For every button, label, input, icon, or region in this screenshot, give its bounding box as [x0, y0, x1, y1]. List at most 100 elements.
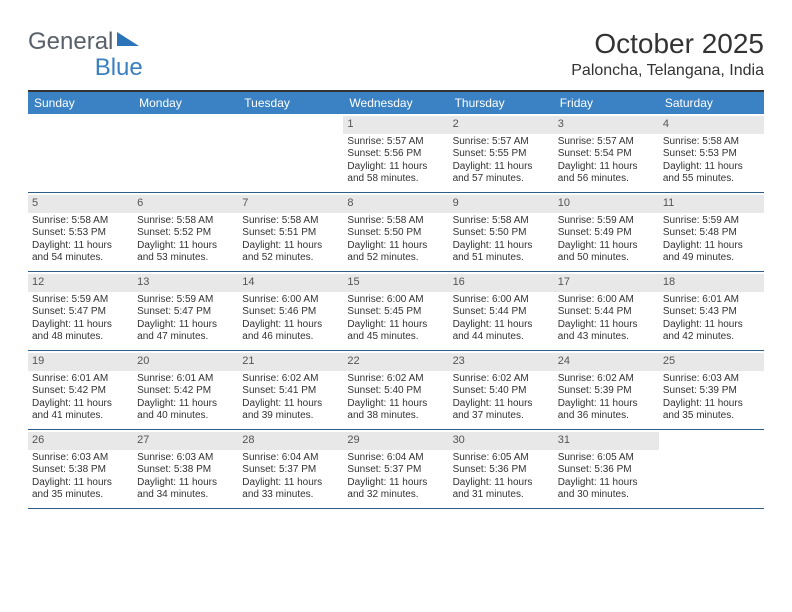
day-number: 8 [343, 195, 448, 213]
logo-text-2: Blue [95, 54, 143, 81]
sunset-text: Sunset: 5:55 PM [453, 148, 550, 161]
day-number: 9 [449, 195, 554, 213]
daylight-text: Daylight: 11 hours [137, 319, 234, 332]
day-cell: 27Sunrise: 6:03 AMSunset: 5:38 PMDayligh… [133, 430, 238, 508]
sunset-text: Sunset: 5:40 PM [347, 385, 444, 398]
day-cell: 7Sunrise: 5:58 AMSunset: 5:51 PMDaylight… [238, 193, 343, 271]
sunrise-text: Sunrise: 6:03 AM [137, 452, 234, 465]
day-number: 11 [659, 195, 764, 213]
daylight-text: and 58 minutes. [347, 173, 444, 186]
daylight-text: Daylight: 11 hours [663, 240, 760, 253]
daylight-text: Daylight: 11 hours [347, 398, 444, 411]
daylight-text: and 56 minutes. [558, 173, 655, 186]
day-cell: 20Sunrise: 6:01 AMSunset: 5:42 PMDayligh… [133, 351, 238, 429]
daylight-text: and 51 minutes. [453, 252, 550, 265]
sunrise-text: Sunrise: 5:58 AM [663, 136, 760, 149]
logo-triangle-icon [117, 32, 139, 46]
daylight-text: Daylight: 11 hours [242, 240, 339, 253]
daylight-text: Daylight: 11 hours [137, 398, 234, 411]
sunrise-text: Sunrise: 5:58 AM [32, 215, 129, 228]
sunrise-text: Sunrise: 5:58 AM [347, 215, 444, 228]
daylight-text: and 57 minutes. [453, 173, 550, 186]
sunset-text: Sunset: 5:38 PM [137, 464, 234, 477]
day-number: 6 [133, 195, 238, 213]
day-number: 14 [238, 274, 343, 292]
sunrise-text: Sunrise: 5:59 AM [137, 294, 234, 307]
sunset-text: Sunset: 5:41 PM [242, 385, 339, 398]
sunset-text: Sunset: 5:37 PM [347, 464, 444, 477]
daylight-text: Daylight: 11 hours [137, 240, 234, 253]
day-cell: 24Sunrise: 6:02 AMSunset: 5:39 PMDayligh… [554, 351, 659, 429]
day-cell: 25Sunrise: 6:03 AMSunset: 5:39 PMDayligh… [659, 351, 764, 429]
day-cell: 18Sunrise: 6:01 AMSunset: 5:43 PMDayligh… [659, 272, 764, 350]
sunset-text: Sunset: 5:39 PM [558, 385, 655, 398]
daylight-text: Daylight: 11 hours [242, 398, 339, 411]
sunset-text: Sunset: 5:39 PM [663, 385, 760, 398]
day-cell: 10Sunrise: 5:59 AMSunset: 5:49 PMDayligh… [554, 193, 659, 271]
day-number: 23 [449, 353, 554, 371]
day-number: 3 [554, 116, 659, 134]
day-cell: . [28, 114, 133, 192]
daylight-text: and 53 minutes. [137, 252, 234, 265]
week-row: ...1Sunrise: 5:57 AMSunset: 5:56 PMDayli… [28, 114, 764, 193]
day-cell: 29Sunrise: 6:04 AMSunset: 5:37 PMDayligh… [343, 430, 448, 508]
sunrise-text: Sunrise: 6:02 AM [242, 373, 339, 386]
day-cell: 4Sunrise: 5:58 AMSunset: 5:53 PMDaylight… [659, 114, 764, 192]
sunrise-text: Sunrise: 5:57 AM [558, 136, 655, 149]
day-cell: 21Sunrise: 6:02 AMSunset: 5:41 PMDayligh… [238, 351, 343, 429]
day-cell: 14 Sunrise: 6:00 AMSunset: 5:46 PMDayligh… [238, 272, 343, 350]
sunset-text: Sunset: 5:52 PM [137, 227, 234, 240]
sunset-text: Sunset: 5:46 PM [242, 306, 339, 319]
sunset-text: Sunset: 5:51 PM [242, 227, 339, 240]
sunset-text: Sunset: 5:42 PM [137, 385, 234, 398]
calendar: Sunday Monday Tuesday Wednesday Thursday… [28, 90, 764, 509]
daylight-text: Daylight: 11 hours [347, 319, 444, 332]
weekday-header: Wednesday [343, 92, 448, 114]
daylight-text: Daylight: 11 hours [558, 477, 655, 490]
weekday-header: Thursday [449, 92, 554, 114]
daylight-text: Daylight: 11 hours [558, 319, 655, 332]
sunset-text: Sunset: 5:40 PM [453, 385, 550, 398]
sunset-text: Sunset: 5:36 PM [558, 464, 655, 477]
day-cell: 22Sunrise: 6:02 AMSunset: 5:40 PMDayligh… [343, 351, 448, 429]
daylight-text: and 31 minutes. [453, 489, 550, 502]
sunset-text: Sunset: 5:42 PM [32, 385, 129, 398]
daylight-text: and 30 minutes. [558, 489, 655, 502]
sunset-text: Sunset: 5:50 PM [347, 227, 444, 240]
day-cell: 8 Sunrise: 5:58 AMSunset: 5:50 PMDaylight… [343, 193, 448, 271]
day-number: 31 [554, 432, 659, 450]
daylight-text: Daylight: 11 hours [242, 319, 339, 332]
week-row: 26Sunrise: 6:03 AMSunset: 5:38 PMDayligh… [28, 430, 764, 509]
daylight-text: Daylight: 11 hours [453, 398, 550, 411]
day-number: 29 [343, 432, 448, 450]
day-cell: . [659, 430, 764, 508]
daylight-text: Daylight: 11 hours [453, 319, 550, 332]
weekday-header: Monday [133, 92, 238, 114]
day-number: 12 [28, 274, 133, 292]
day-number: 30 [449, 432, 554, 450]
logo-text-1: General [28, 28, 113, 56]
daylight-text: and 43 minutes. [558, 331, 655, 344]
day-cell: 23Sunrise: 6:02 AMSunset: 5:40 PMDayligh… [449, 351, 554, 429]
weekday-header: Tuesday [238, 92, 343, 114]
day-cell: 11Sunrise: 5:59 AMSunset: 5:48 PMDayligh… [659, 193, 764, 271]
day-cell: 26Sunrise: 6:03 AMSunset: 5:38 PMDayligh… [28, 430, 133, 508]
daylight-text: and 47 minutes. [137, 331, 234, 344]
weekday-header: Saturday [659, 92, 764, 114]
sunset-text: Sunset: 5:44 PM [453, 306, 550, 319]
weekday-header: Friday [554, 92, 659, 114]
day-cell: 16Sunrise: 6:00 AMSunset: 5:44 PMDayligh… [449, 272, 554, 350]
sunrise-text: Sunrise: 5:57 AM [347, 136, 444, 149]
sunrise-text: Sunrise: 6:00 AM [242, 294, 339, 307]
weekday-header: Sunday [28, 92, 133, 114]
sunset-text: Sunset: 5:53 PM [663, 148, 760, 161]
sunrise-text: Sunrise: 5:58 AM [137, 215, 234, 228]
weeks-container: ...1Sunrise: 5:57 AMSunset: 5:56 PMDayli… [28, 114, 764, 509]
sunrise-text: Sunrise: 6:01 AM [137, 373, 234, 386]
day-cell: 15Sunrise: 6:00 AMSunset: 5:45 PMDayligh… [343, 272, 448, 350]
daylight-text: Daylight: 11 hours [347, 240, 444, 253]
logo: General [28, 28, 139, 56]
daylight-text: Daylight: 11 hours [453, 161, 550, 174]
day-number: 22 [343, 353, 448, 371]
day-number: 1 [343, 116, 448, 134]
